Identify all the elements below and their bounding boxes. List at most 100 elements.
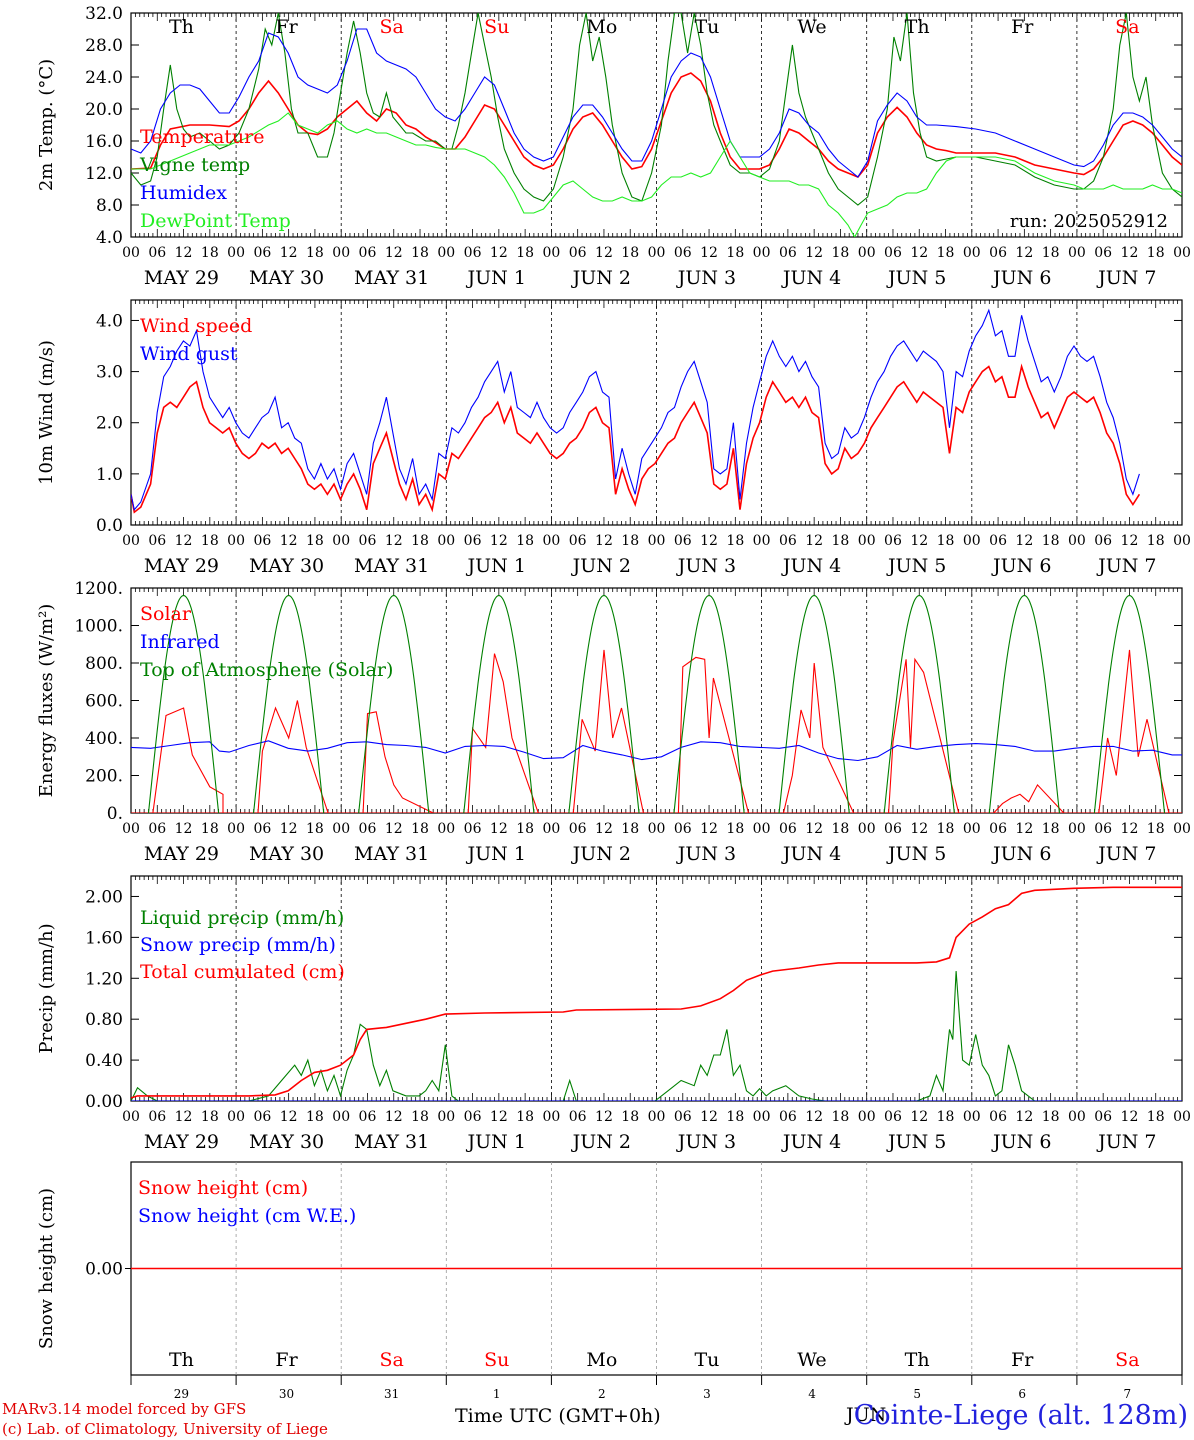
hour-label: 18 xyxy=(201,245,219,261)
hour-label: 12 xyxy=(805,533,823,549)
weekday-label: Th xyxy=(169,16,194,38)
day-label: JUN 4 xyxy=(781,555,841,577)
legend-red: Temperature xyxy=(140,126,264,148)
wind-ylabel: 10m Wind (m/s) xyxy=(36,340,57,485)
hour-label: 00 xyxy=(332,821,350,837)
precip-ylabel: Precip (mm/h) xyxy=(36,923,57,1053)
weekday-label: Th xyxy=(905,1349,930,1371)
y-tick-label: 1.20 xyxy=(85,969,123,989)
hour-label: 12 xyxy=(280,533,298,549)
legend-red: Total cumulated (cm) xyxy=(140,961,345,983)
hour-label: 12 xyxy=(1121,821,1139,837)
hour-label: 00 xyxy=(437,533,455,549)
weekday-label: Sa xyxy=(379,1349,403,1371)
hour-label: 06 xyxy=(253,1109,271,1125)
weekday-label: Sa xyxy=(379,16,403,38)
y-tick-label: 28.0 xyxy=(85,36,123,56)
series-line xyxy=(152,649,1170,813)
hour-label: 00 xyxy=(227,533,245,549)
y-tick-label: 1.60 xyxy=(85,928,123,948)
hour-label: 06 xyxy=(1094,1109,1112,1125)
hour-label: 00 xyxy=(332,533,350,549)
hour-label: 06 xyxy=(674,533,692,549)
hour-label: 12 xyxy=(490,1109,508,1125)
hour-label: 00 xyxy=(753,821,771,837)
hour-label: 18 xyxy=(516,821,534,837)
hour-label: 12 xyxy=(385,533,403,549)
hour-label: 18 xyxy=(201,1109,219,1125)
hour-label: 12 xyxy=(1015,821,1033,837)
hour-label: 00 xyxy=(753,1109,771,1125)
day-label: JUN 7 xyxy=(1096,267,1156,289)
hour-label: 00 xyxy=(963,821,981,837)
hour-label: 18 xyxy=(1042,245,1060,261)
day-label: JUN 2 xyxy=(571,843,631,865)
hour-label: 12 xyxy=(1015,245,1033,261)
hour-label: 18 xyxy=(832,533,850,549)
hour-label: 06 xyxy=(779,245,797,261)
day-label: JUN 1 xyxy=(466,267,526,289)
hour-label: 18 xyxy=(937,1109,955,1125)
hour-label: 12 xyxy=(595,245,613,261)
hour-label: 00 xyxy=(122,1109,140,1125)
hour-label: 12 xyxy=(175,245,193,261)
day-label: JUN 2 xyxy=(571,267,631,289)
y-tick-label: 400. xyxy=(85,729,123,749)
hour-label: 00 xyxy=(122,245,140,261)
hour-label: 06 xyxy=(884,245,902,261)
hour-label: 00 xyxy=(227,821,245,837)
hour-label: 06 xyxy=(884,1109,902,1125)
series-line xyxy=(131,740,1182,762)
legend-blue: Infrared xyxy=(140,631,220,653)
hour-label: 06 xyxy=(464,821,482,837)
day-label: MAY 30 xyxy=(249,555,324,577)
weekday-label: Mo xyxy=(586,1349,617,1371)
hour-label: 00 xyxy=(437,821,455,837)
hour-label: 00 xyxy=(542,821,560,837)
day-label: JUN 4 xyxy=(781,1131,841,1153)
panel-energy xyxy=(130,587,1183,814)
y-tick-label: 200. xyxy=(85,767,123,787)
hour-label: 18 xyxy=(1042,821,1060,837)
y-tick-label: 800. xyxy=(85,654,123,674)
hour-label: 06 xyxy=(989,821,1007,837)
hour-label: 18 xyxy=(306,1109,324,1125)
series-line xyxy=(131,72,1182,178)
hour-label: 12 xyxy=(910,1109,928,1125)
hour-label: 00 xyxy=(648,821,666,837)
panel-temp xyxy=(130,12,1183,238)
hour-label: 18 xyxy=(832,821,850,837)
legend-green: Vigne temp xyxy=(139,154,250,176)
hour-label: 18 xyxy=(621,821,639,837)
hour-label: 06 xyxy=(253,821,271,837)
day-label: JUN 3 xyxy=(676,843,736,865)
legend-blue: Humidex xyxy=(140,182,227,204)
hour-label: 00 xyxy=(332,245,350,261)
hour-label: 12 xyxy=(490,245,508,261)
hour-label: 12 xyxy=(1121,245,1139,261)
y-tick-label: 0.40 xyxy=(85,1051,123,1071)
hour-label: 12 xyxy=(700,533,718,549)
hour-label: 06 xyxy=(359,1109,377,1125)
hour-label: 00 xyxy=(542,533,560,549)
day-label: JUN 7 xyxy=(1096,555,1156,577)
hour-label: 12 xyxy=(280,1109,298,1125)
hour-label: 06 xyxy=(674,821,692,837)
y-tick-label: 600. xyxy=(85,692,123,712)
hour-label: 12 xyxy=(805,1109,823,1125)
hour-label: 06 xyxy=(569,533,587,549)
weekday-label: Fr xyxy=(1011,16,1034,38)
hour-label: 06 xyxy=(253,533,271,549)
hour-label: 12 xyxy=(595,533,613,549)
hour-label: 06 xyxy=(359,821,377,837)
temp-series xyxy=(131,13,1182,237)
hour-label: 00 xyxy=(1173,245,1191,261)
hour-label: 06 xyxy=(569,1109,587,1125)
legend-red: Solar xyxy=(140,603,192,625)
hour-label: 00 xyxy=(122,533,140,549)
y-tick-label: 0.0 xyxy=(96,516,123,536)
day-label: JUN 6 xyxy=(991,843,1051,865)
hour-label: 06 xyxy=(569,245,587,261)
temp-ylabel: 2m Temp. (°C) xyxy=(36,59,57,191)
